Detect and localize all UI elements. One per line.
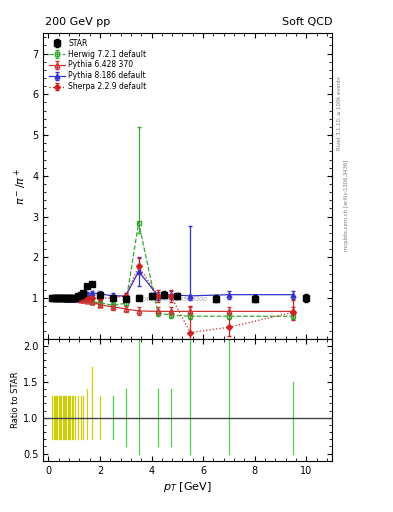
Y-axis label: $\pi^- / \pi^+$: $\pi^- / \pi^+$ [13,167,29,204]
X-axis label: $p_T$ [GeV]: $p_T$ [GeV] [163,480,212,494]
Legend: STAR, Herwig 7.2.1 default, Pythia 6.428 370, Pythia 8.186 default, Sherpa 2.2.9: STAR, Herwig 7.2.1 default, Pythia 6.428… [47,37,148,93]
Text: 200 GeV pp: 200 GeV pp [45,17,110,27]
Text: Soft QCD: Soft QCD [282,17,332,27]
Y-axis label: Ratio to STAR: Ratio to STAR [11,372,20,428]
Text: Rivet 3.1.10, ≥ 100k events: Rivet 3.1.10, ≥ 100k events [337,76,342,150]
Text: STAR_2006_S6500200: STAR_2006_S6500200 [138,296,208,302]
Text: mcplots.cern.ch [arXiv:1306.3436]: mcplots.cern.ch [arXiv:1306.3436] [344,159,349,250]
